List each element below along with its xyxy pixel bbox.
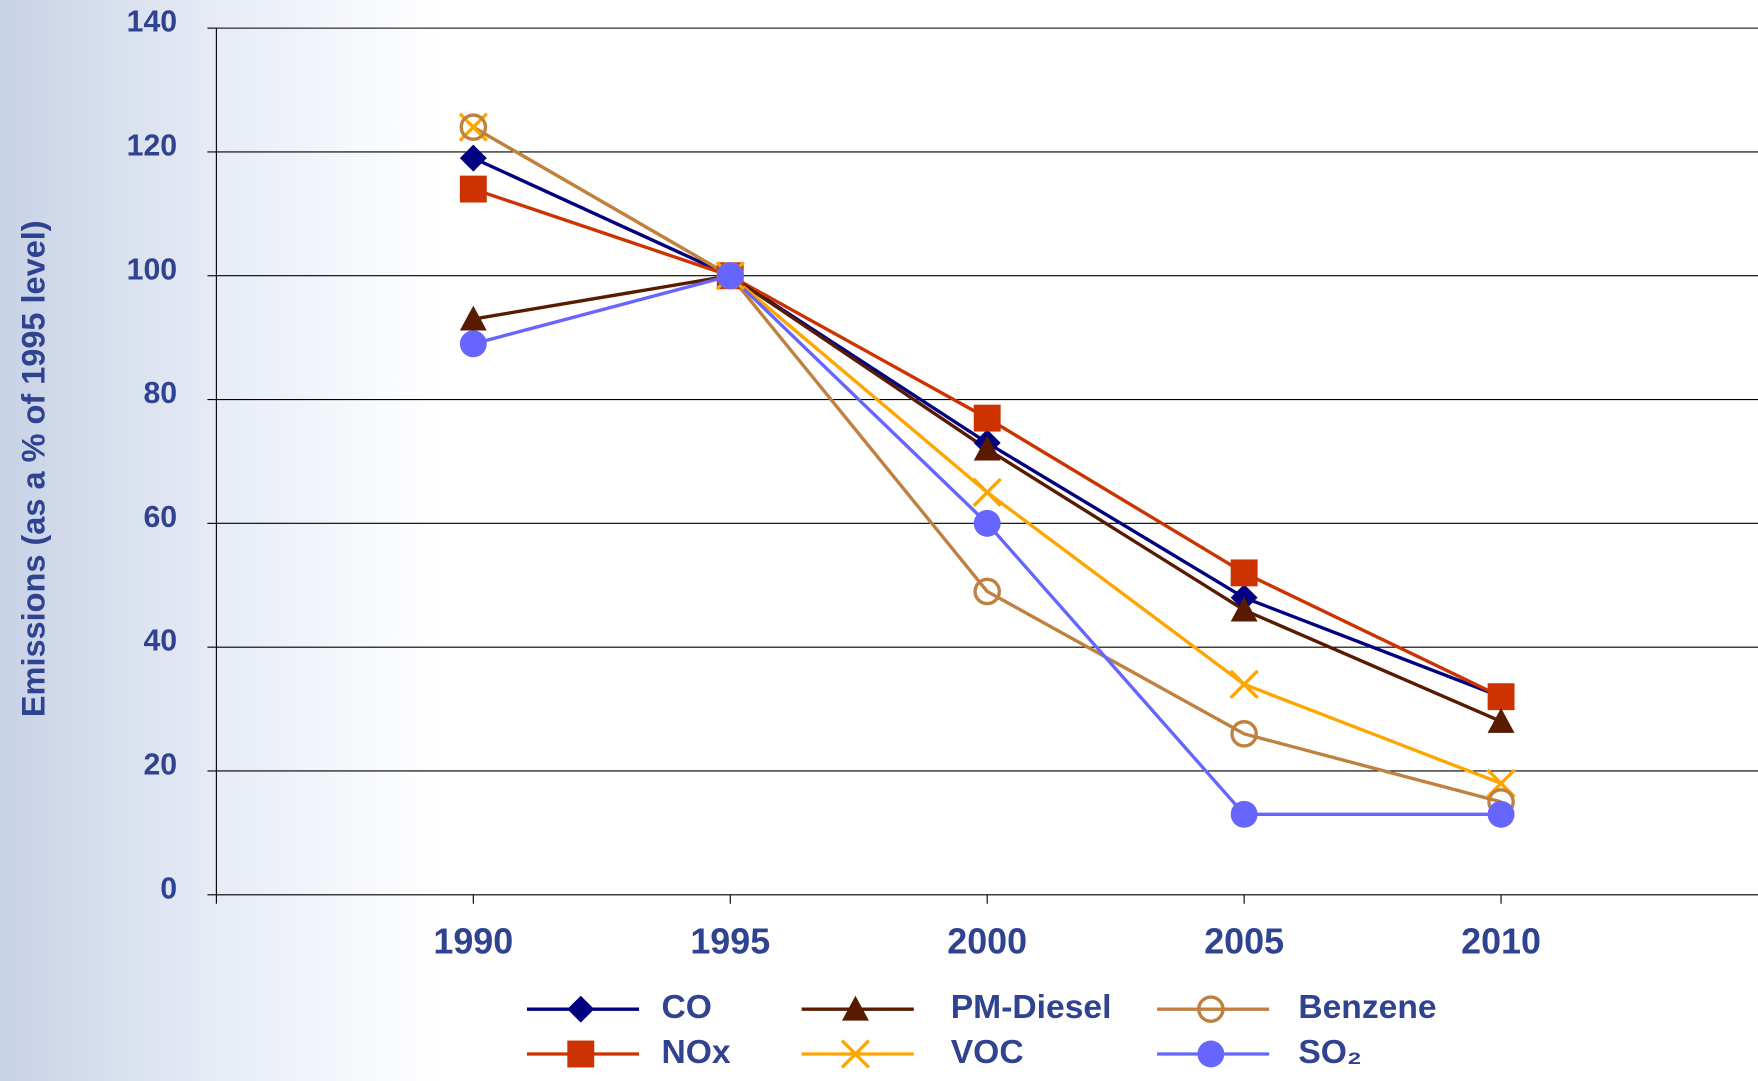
marker xyxy=(567,995,595,1023)
y-tick-label: 60 xyxy=(143,501,177,534)
x-tick-label: 1990 xyxy=(433,922,513,962)
marker xyxy=(842,995,869,1021)
y-tick-label: 0 xyxy=(160,872,177,905)
marker xyxy=(716,262,744,290)
marker xyxy=(972,477,1002,508)
marker xyxy=(1487,708,1515,733)
y-tick-label: 20 xyxy=(143,748,177,781)
marker xyxy=(973,435,1001,461)
y-tick-label: 140 xyxy=(127,6,177,39)
legend-label: PM-Diesel xyxy=(951,989,1112,1026)
marker xyxy=(973,509,1001,537)
marker xyxy=(1230,720,1258,748)
marker xyxy=(973,404,1001,432)
marker xyxy=(1487,683,1515,711)
x-tick-label: 2010 xyxy=(1461,922,1541,962)
marker xyxy=(459,305,487,331)
legend-label: SO₂ xyxy=(1298,1034,1362,1071)
legend-label: CO xyxy=(661,989,711,1026)
x-tick-label: 1995 xyxy=(690,922,770,962)
series-line xyxy=(472,273,1502,816)
y-tick-label: 120 xyxy=(127,129,177,162)
x-tick-label: 2005 xyxy=(1204,922,1284,962)
marker xyxy=(1197,995,1225,1023)
marker xyxy=(1230,800,1258,828)
marker xyxy=(567,1040,595,1068)
marker xyxy=(1197,1040,1225,1068)
marker xyxy=(459,113,488,141)
marker xyxy=(1230,559,1258,587)
y-axis-label: Emissions (as a % of 1995 level) xyxy=(15,220,51,717)
x-tick-label: 2000 xyxy=(947,922,1027,962)
y-tick-label: 100 xyxy=(127,253,177,286)
marker xyxy=(1229,669,1259,699)
legend-label: Benzene xyxy=(1298,989,1436,1026)
marker xyxy=(459,144,487,172)
marker xyxy=(459,330,487,358)
legend-label: VOC xyxy=(951,1034,1024,1071)
marker xyxy=(1487,800,1515,828)
marker xyxy=(1230,596,1258,622)
y-tick-label: 80 xyxy=(143,377,177,410)
series-line xyxy=(473,273,1502,724)
y-tick-label: 40 xyxy=(143,625,177,658)
marker xyxy=(973,577,1001,606)
legend-label: NOx xyxy=(661,1034,730,1071)
marker xyxy=(840,1039,871,1069)
marker xyxy=(459,175,487,203)
series-line xyxy=(472,125,1502,804)
